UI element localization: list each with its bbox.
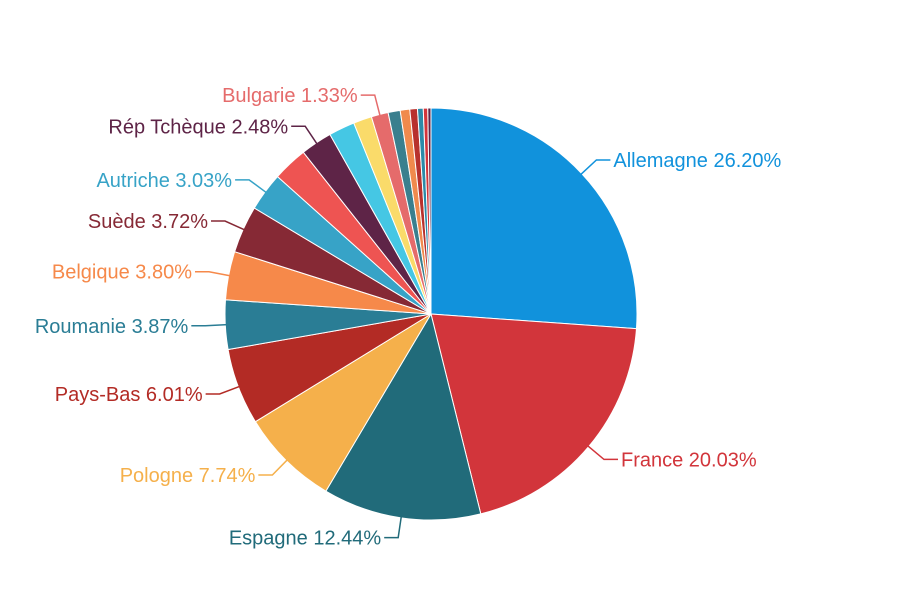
slice-label-autriche: Autriche 3.03% xyxy=(96,170,232,192)
slice-label-bulgarie: Bulgarie 1.33% xyxy=(222,85,358,107)
slice-label-pologne: Pologne 7.74% xyxy=(120,465,256,487)
slice-label-roumanie: Roumanie 3.87% xyxy=(35,316,189,338)
leader-line-rep-tcheque xyxy=(291,125,319,145)
leader-line-autriche xyxy=(235,179,268,194)
leader-line-allemagne xyxy=(579,159,611,176)
leader-line-suede xyxy=(210,220,246,231)
leader-lines xyxy=(191,94,619,539)
pie-slices xyxy=(224,107,638,521)
slice-label-rep-tcheque: Rép Tchèque 2.48% xyxy=(108,116,288,138)
slice-label-espagne: Espagne 12.44% xyxy=(229,528,382,550)
leader-line-pays-bas xyxy=(205,385,241,395)
pie-slice-allemagne xyxy=(430,107,638,330)
slice-label-france: France 20.03% xyxy=(621,449,757,471)
leader-line-france xyxy=(586,444,619,461)
slice-labels: Allemagne 26.20% France 20.03% Espagne 12.… xyxy=(35,85,782,549)
slice-label-belgique: Belgique 3.80% xyxy=(52,262,192,284)
slice-label-suede: Suède 3.72% xyxy=(88,211,208,233)
pie-slice-minor-19 xyxy=(427,107,432,315)
leader-line-pologne xyxy=(258,458,289,476)
leader-line-roumanie xyxy=(191,323,228,327)
leader-line-belgique xyxy=(194,270,231,277)
leader-line-bulgarie xyxy=(360,94,381,117)
slice-label-pays-bas: Pays-Bas 6.01% xyxy=(55,384,203,406)
leader-line-espagne xyxy=(384,515,403,539)
slice-label-allemagne: Allemagne 26.20% xyxy=(613,150,781,172)
